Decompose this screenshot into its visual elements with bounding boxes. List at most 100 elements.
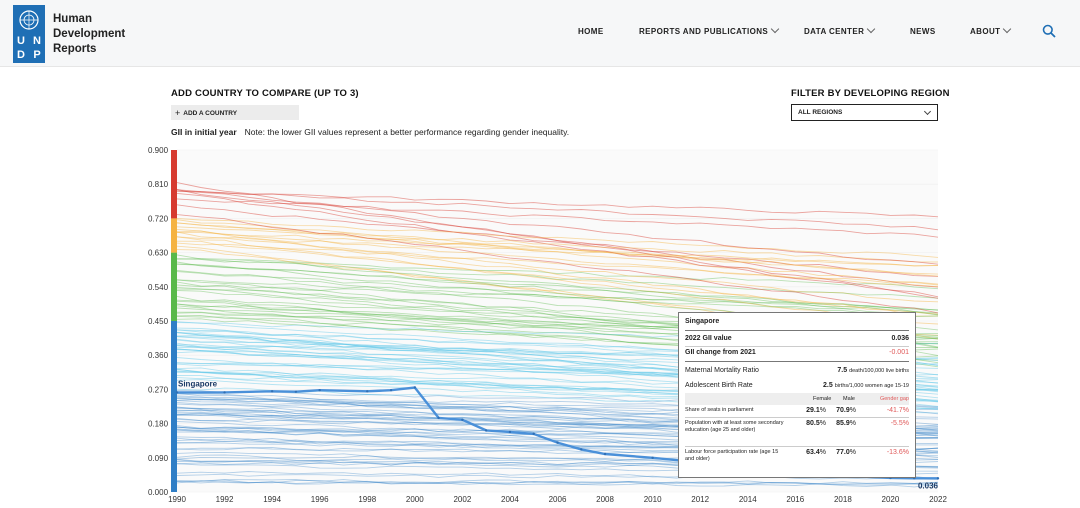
- country-series-line: [176, 240, 939, 315]
- singapore-point: [413, 386, 417, 389]
- x-tick-label: 2004: [501, 495, 519, 504]
- gii-change-row: GII change from 2021 -0.001: [685, 349, 909, 356]
- country-series-line: [176, 222, 939, 285]
- chart-note: GII in initial year Note: the lower GII v…: [171, 127, 569, 137]
- percent-sign: %: [849, 407, 856, 414]
- gii-line-chart[interactable]: Singapore 0.036 0.000 0.090 0.180 0.270 0.360…: [0, 140, 1080, 508]
- nav-home[interactable]: HOME: [578, 27, 604, 36]
- abr-unit: births/1,000 women age 15-19: [834, 383, 909, 389]
- tooltip-country: Singapore: [685, 318, 720, 325]
- y-tick-label: 0.900: [148, 146, 169, 155]
- logo-letter: N: [33, 35, 41, 47]
- singapore-point: [532, 432, 535, 436]
- nav-reports[interactable]: REPORTS AND PUBLICATIONS: [639, 24, 780, 36]
- brand-line: Human: [53, 13, 92, 25]
- percent-sign: %: [819, 420, 826, 427]
- nav-label: DATA CENTER: [804, 27, 865, 36]
- gii-color-band: [171, 321, 177, 492]
- singapore-point: [175, 391, 179, 394]
- gii-color-band: [171, 252, 177, 321]
- country-series-line: [176, 242, 939, 286]
- singapore-point: [294, 390, 298, 393]
- site-header: U N D P Human Development Reports HOME R…: [0, 0, 1080, 67]
- mmr-unit: death/100,000 live births: [849, 368, 909, 374]
- singapore-point: [580, 448, 583, 451]
- country-series-line: [176, 254, 939, 314]
- divider: [685, 417, 909, 418]
- country-series-line: [176, 258, 939, 290]
- note-text: Note: the lower GII values represent a b…: [244, 127, 570, 137]
- nav-data-center[interactable]: DATA CENTER: [804, 24, 876, 36]
- male-value: 77.0: [836, 449, 850, 456]
- singapore-point: [223, 391, 226, 394]
- y-tick-label: 0.270: [148, 385, 169, 394]
- nav-label: HOME: [578, 27, 604, 36]
- chevron-down-icon: [770, 24, 780, 34]
- country-series-line: [176, 218, 939, 258]
- add-country-button[interactable]: + ADD A COUNTRY: [171, 105, 299, 120]
- gii-change-label: GII change from 2021: [685, 349, 756, 356]
- col-male: Male: [843, 396, 855, 402]
- nav-label: NEWS: [910, 27, 936, 36]
- y-tick-label: 0.180: [148, 420, 169, 429]
- gap-value: -41.7%: [886, 407, 909, 414]
- row-label: Labour force participation rate (age 15 …: [685, 449, 779, 462]
- gap-value: -5.5%: [890, 420, 909, 427]
- site-brand[interactable]: Human Development Reports: [53, 12, 125, 57]
- country-tooltip: Singapore 2022 GII value 0.036 GII chang…: [678, 312, 916, 478]
- country-series-line: [176, 189, 939, 231]
- logo-letter: D: [17, 49, 25, 61]
- percent-sign: %: [819, 449, 826, 456]
- abr-label: Adolescent Birth Rate: [685, 382, 753, 389]
- country-series-line: [176, 236, 939, 267]
- logo-letter: P: [33, 49, 41, 61]
- mmr-label: Maternal Mortality Ratio: [685, 367, 759, 374]
- gii-value: 0.036: [891, 335, 909, 342]
- singapore-point: [389, 388, 393, 392]
- country-series-line: [176, 279, 939, 317]
- singapore-point: [603, 452, 607, 456]
- gii-color-band: [171, 218, 177, 253]
- x-tick-label: 2000: [406, 495, 424, 504]
- country-series-line: [176, 271, 939, 316]
- series-end-label: 0.036: [918, 481, 939, 490]
- divider: [685, 330, 909, 331]
- x-tick-label: 2002: [453, 495, 471, 504]
- male-value: 70.9: [836, 407, 850, 414]
- singapore-point: [270, 390, 274, 393]
- country-series-line: [176, 226, 939, 263]
- col-female: Female: [813, 396, 832, 402]
- nav-about[interactable]: ABOUT: [970, 24, 1012, 36]
- region-select[interactable]: ALL REGIONS: [791, 104, 938, 121]
- brand-line: Development: [53, 28, 126, 40]
- country-series-line: [176, 204, 939, 277]
- x-tick-label: 2010: [644, 495, 662, 504]
- search-icon[interactable]: [1042, 24, 1056, 38]
- singapore-point: [651, 456, 654, 459]
- row-label: Population with at least some secondary …: [685, 420, 784, 433]
- singapore-point: [461, 418, 464, 421]
- add-country-label: ADD A COUNTRY: [183, 110, 238, 117]
- chevron-down-icon: [1003, 24, 1012, 34]
- divider: [685, 346, 909, 347]
- nav-news[interactable]: NEWS: [910, 27, 936, 36]
- singapore-point: [437, 416, 440, 420]
- country-series-line: [176, 219, 939, 277]
- x-tick-label: 1996: [311, 495, 329, 504]
- y-tick-label: 0.720: [148, 214, 169, 223]
- abr-value: 2.5: [823, 382, 833, 389]
- country-series-line: [176, 480, 939, 485]
- x-tick-label: 2006: [549, 495, 567, 504]
- undp-logo[interactable]: U N D P: [13, 5, 45, 63]
- percent-sign: %: [849, 449, 856, 456]
- divider: [685, 446, 909, 447]
- country-series-line: [176, 480, 939, 488]
- country-series-line: [176, 188, 939, 288]
- x-tick-label: 1990: [168, 495, 186, 504]
- country-series-line: [176, 236, 939, 325]
- country-series-line: [176, 231, 939, 303]
- y-tick-label: 0.540: [148, 283, 169, 292]
- country-series-line: [176, 473, 939, 480]
- singapore-point: [318, 388, 321, 392]
- series-label: Singapore: [178, 379, 218, 388]
